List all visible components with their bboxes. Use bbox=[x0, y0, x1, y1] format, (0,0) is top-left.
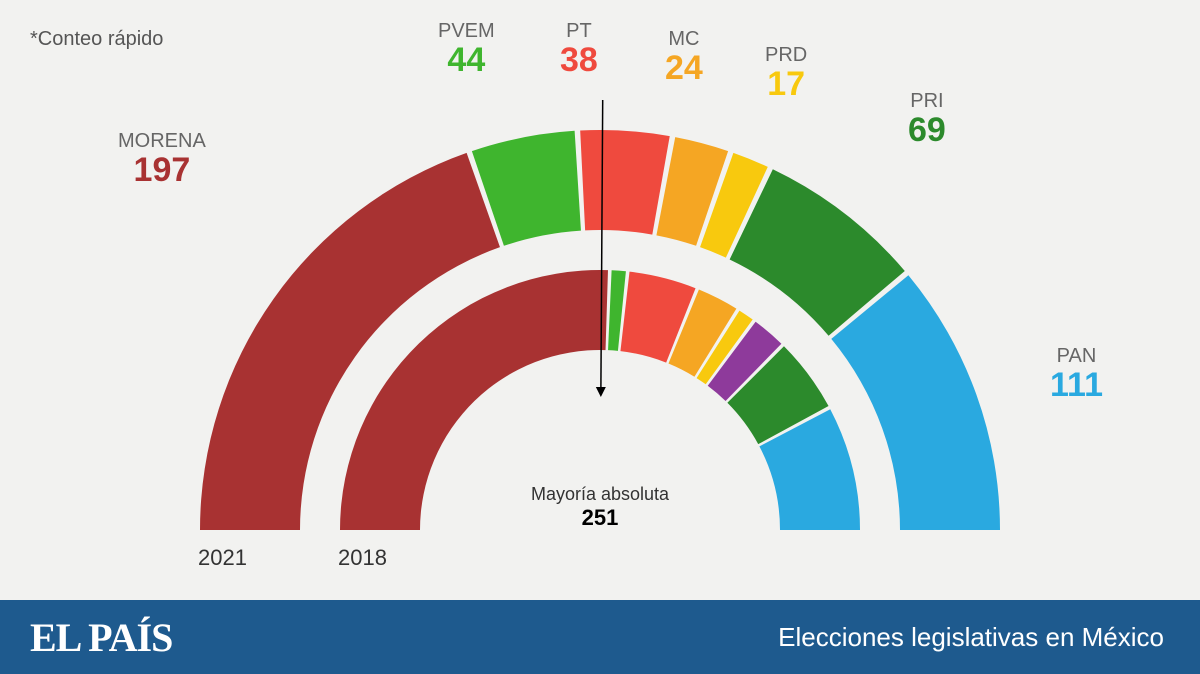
label-pan: PAN111 bbox=[1050, 345, 1103, 404]
parliament-chart: MORENA197 PVEM44 PT38 MC24 PRD17 PRI69 PAN111 2… bbox=[0, 0, 1200, 600]
label-prd-name: PRD bbox=[765, 44, 807, 66]
label-prd-value: 17 bbox=[765, 66, 807, 103]
majority-label: Mayoría absoluta251 bbox=[531, 484, 669, 531]
label-morena-value: 197 bbox=[118, 152, 206, 189]
label-pvem: PVEM44 bbox=[438, 20, 495, 79]
label-mc-name: MC bbox=[665, 28, 703, 50]
label-pri-value: 69 bbox=[908, 112, 946, 149]
label-pt-name: PT bbox=[560, 20, 598, 42]
label-mc: MC24 bbox=[665, 28, 703, 87]
label-prd: PRD17 bbox=[765, 44, 807, 103]
label-morena: MORENA197 bbox=[118, 130, 206, 189]
majority-value: 251 bbox=[531, 505, 669, 531]
label-pri: PRI69 bbox=[908, 90, 946, 149]
label-pri-name: PRI bbox=[908, 90, 946, 112]
label-pt-value: 38 bbox=[560, 42, 598, 79]
majority-needle-arrow bbox=[596, 387, 606, 397]
label-pvem-value: 44 bbox=[438, 42, 495, 79]
label-mc-value: 24 bbox=[665, 50, 703, 87]
label-pan-value: 111 bbox=[1050, 367, 1103, 404]
majority-text: Mayoría absoluta bbox=[531, 484, 669, 505]
year-label-2021: 2021 bbox=[198, 545, 247, 571]
footer-bar: EL PAÍS Elecciones legislativas en Méxic… bbox=[0, 600, 1200, 674]
label-pan-name: PAN bbox=[1050, 345, 1103, 367]
arc-pt bbox=[580, 130, 670, 235]
label-pt: PT38 bbox=[560, 20, 598, 79]
label-morena-name: MORENA bbox=[118, 130, 206, 152]
label-pvem-name: PVEM bbox=[438, 20, 495, 42]
year-label-2018: 2018 bbox=[338, 545, 387, 571]
publisher-logo: EL PAÍS bbox=[30, 614, 172, 661]
chart-caption: Elecciones legislativas en México bbox=[778, 622, 1164, 653]
